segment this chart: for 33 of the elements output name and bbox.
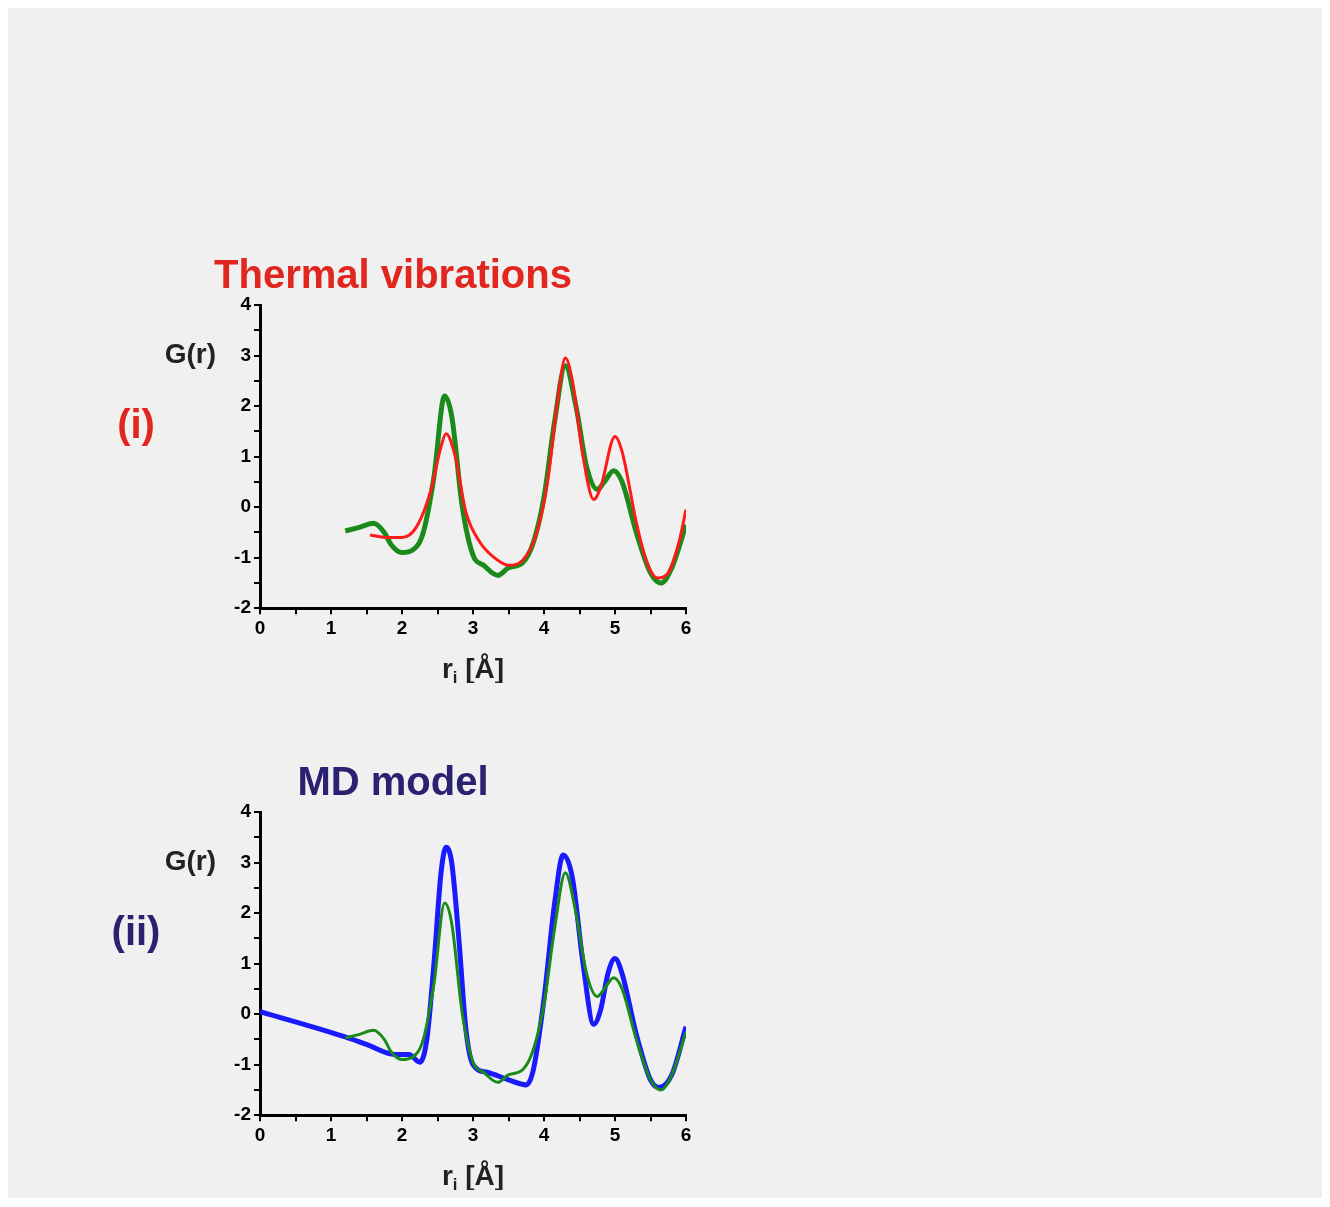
x-tick-label: 6 [680, 616, 692, 638]
x-tick-label: 3 [467, 1123, 479, 1145]
x-tick-label: 4 [538, 1123, 550, 1145]
y-tick-label: -1 [234, 545, 252, 567]
y-tick-label: 3 [240, 850, 251, 872]
x-tick-label: 6 [680, 1123, 692, 1145]
x-tick-label: 0 [254, 616, 266, 638]
line-series [343, 871, 686, 1092]
y-tick-label: 2 [240, 901, 251, 923]
text: (ii) [111, 908, 161, 953]
x-tick-label: 2 [396, 1123, 408, 1145]
y-tick-label: -2 [234, 1103, 251, 1125]
y-tick-label: 1 [240, 951, 252, 973]
y-tick-label: 4 [240, 800, 252, 822]
y-tick-label: 0 [240, 1002, 251, 1024]
x-tick-label: 2 [396, 616, 408, 638]
y-tick-label: 0 [240, 495, 251, 517]
chart-title: MD model [297, 759, 489, 804]
y-tick-label: 3 [240, 343, 251, 365]
y-tick-label: -2 [234, 596, 251, 618]
text: (i) [117, 401, 155, 446]
x-tick-label: 1 [325, 616, 337, 638]
x-tick-label: 5 [609, 616, 621, 638]
y-tick-label: 1 [240, 444, 252, 466]
y-tick-label: 2 [240, 394, 251, 416]
y-axis-title: G(r) [164, 845, 216, 877]
x-tick-label: 5 [609, 1123, 621, 1145]
y-tick-label: -1 [234, 1052, 252, 1074]
x-tick-label: 0 [254, 1123, 266, 1145]
y-axis-title: G(r) [164, 338, 216, 370]
x-tick-label: 3 [467, 616, 479, 638]
x-tick-label: 4 [538, 616, 550, 638]
x-tick-label: 1 [325, 1123, 337, 1145]
